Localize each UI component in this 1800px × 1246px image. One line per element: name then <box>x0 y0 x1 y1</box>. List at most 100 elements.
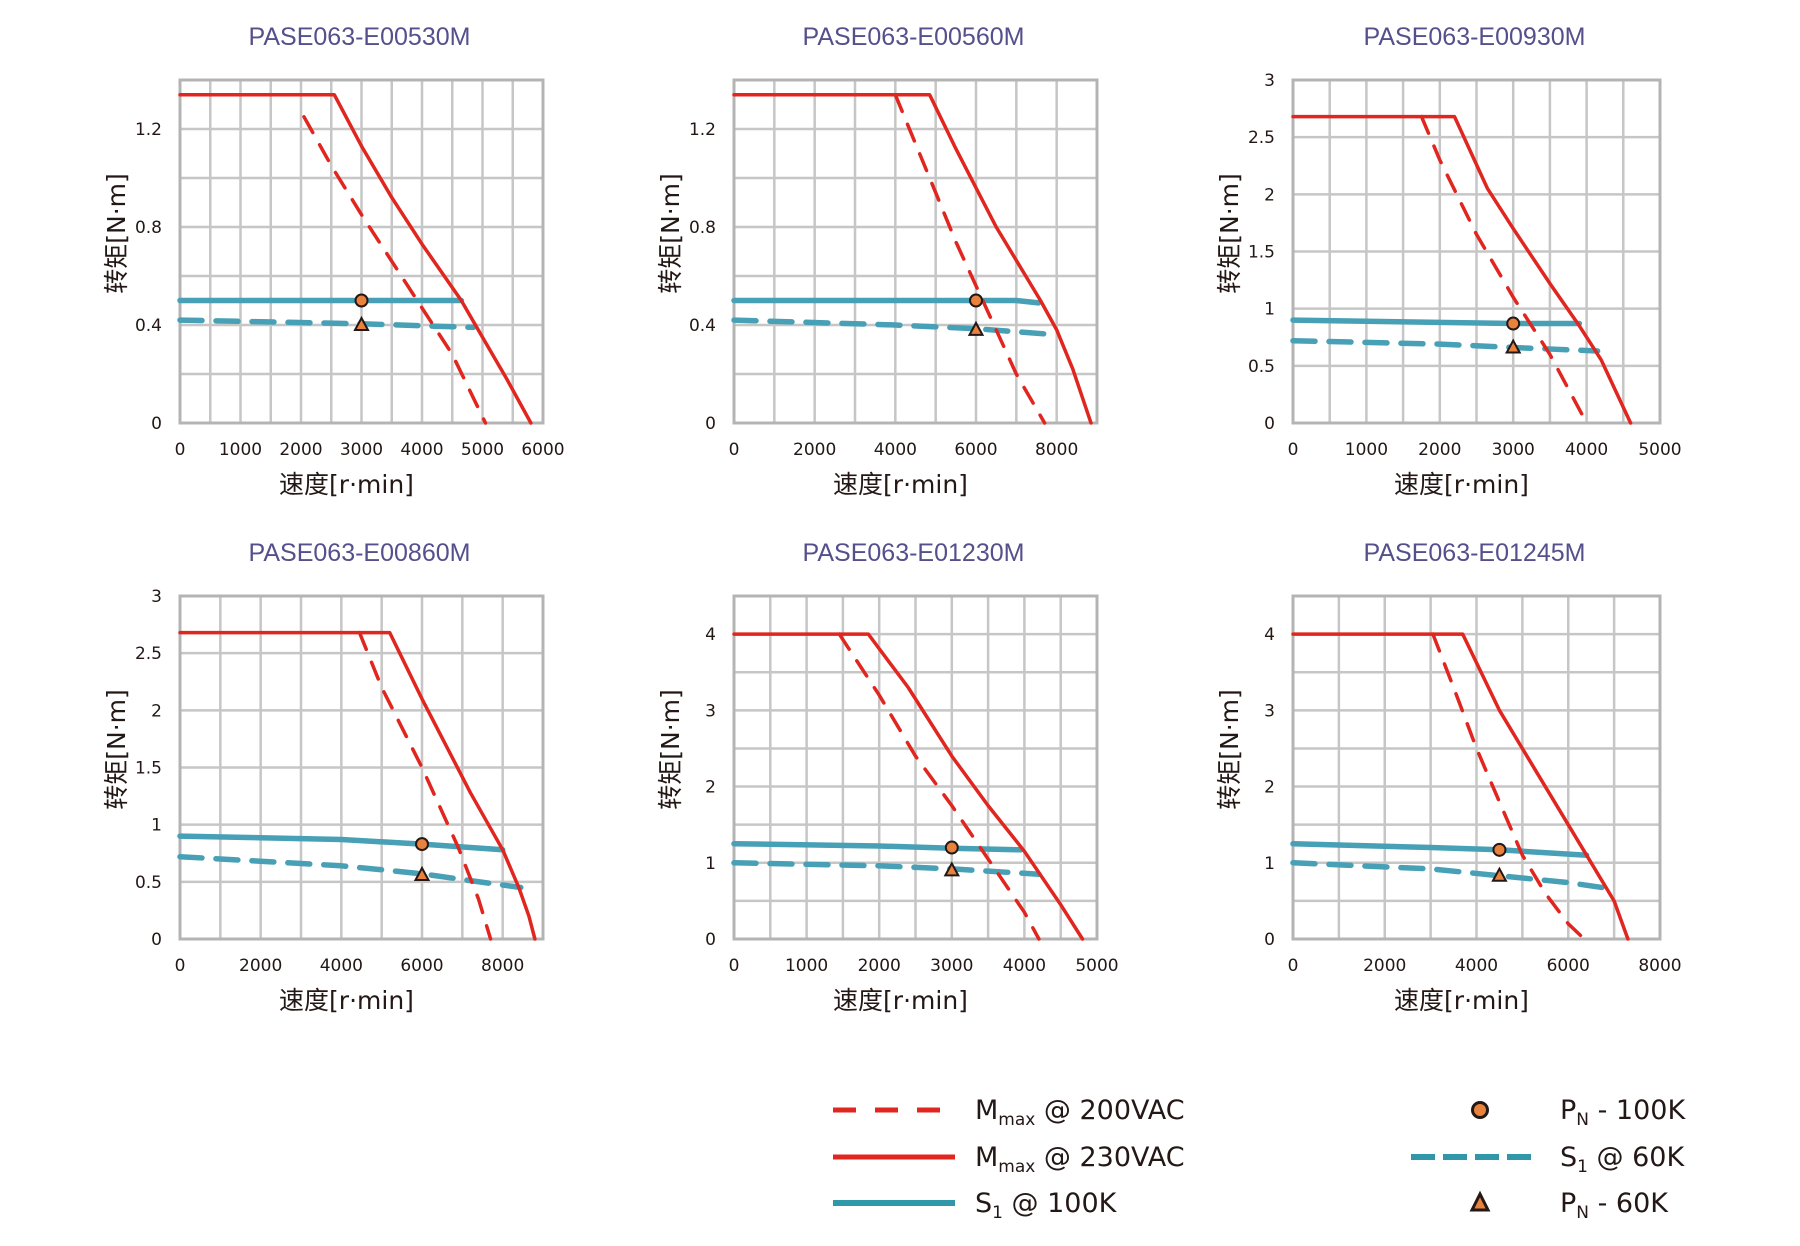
legend-label: S1 @ 100K <box>975 1188 1118 1223</box>
chart-title: PASE063-E00530M <box>249 23 471 51</box>
legend-label-subscript: max <box>998 1110 1035 1130</box>
x-tick-label: 8000 <box>481 956 524 976</box>
grid <box>180 596 543 939</box>
x-tick-label: 4000 <box>1565 440 1608 460</box>
legend-label-subscript: 1 <box>992 1203 1003 1223</box>
series-line-s1-100k <box>731 840 1024 853</box>
series-line-s1-100k <box>1290 840 1590 858</box>
legend-triangle-marker-icon <box>1469 1190 1491 1212</box>
pn-60k-marker <box>1491 866 1508 882</box>
y-tick-label: 0.4 <box>135 316 162 336</box>
y-tick-label: 2 <box>1264 185 1275 205</box>
y-tick-label: 2 <box>151 701 162 721</box>
series-line-mmax-200vac <box>893 92 1047 425</box>
legend-label: Mmax @ 230VAC <box>975 1142 1185 1177</box>
plot-frame <box>1291 78 1662 425</box>
legend-label: PN - 100K <box>1560 1095 1686 1130</box>
grid <box>180 80 543 423</box>
y-tick-label: 3 <box>1264 701 1275 721</box>
y-axis-label: 转矩[N·m] <box>656 689 685 810</box>
x-axis-label: 速度[r·min] <box>279 986 414 1015</box>
chart-title: PASE063-E00930M <box>1364 23 1586 51</box>
y-tick-label: 4 <box>1264 625 1275 645</box>
chart-title: PASE063-E01245M <box>1364 539 1586 567</box>
chart-title: PASE063-E00560M <box>803 23 1025 51</box>
x-tick-label: 2000 <box>279 440 322 460</box>
y-tick-label: 2.5 <box>1248 128 1275 148</box>
plot-frame <box>178 594 545 941</box>
y-tick-label: 1.5 <box>135 759 162 779</box>
y-tick-label: 1 <box>1264 300 1275 320</box>
grid <box>1293 80 1660 423</box>
x-tick-label: 0 <box>175 440 186 460</box>
y-tick-label: 1.5 <box>1248 243 1275 263</box>
series-line-s1-60k <box>1290 860 1608 891</box>
y-axis-label: 转矩[N·m] <box>656 173 685 294</box>
series-line-mmax-200vac <box>1419 114 1589 425</box>
y-tick-label: 1 <box>705 854 716 874</box>
chart-panel: PASE063-E00860M 0 2000 4000 6000 8000 0 0.5 1 1.5… <box>102 539 545 1015</box>
y-tick-label: 1.2 <box>689 120 716 140</box>
y-tick-label: 0 <box>705 930 716 950</box>
x-tick-label: 2000 <box>1418 440 1461 460</box>
legend-label: S1 @ 60K <box>1560 1142 1685 1177</box>
chart-panel: PASE063-E01245M 0 2000 4000 6000 8000 0 1 2 3 4 速度[… <box>1215 539 1682 1015</box>
chart-panel: PASE063-E00530M 0 1000 2000 3000 4000 5000 6000… <box>102 23 565 499</box>
y-tick-label: 0.8 <box>689 218 716 238</box>
legend-item-s1_60: S1 @ 60K <box>1411 1142 1685 1177</box>
legend-item-pn100: PN - 100K <box>1471 1095 1686 1130</box>
series-line-s1-100k <box>1290 317 1583 327</box>
x-tick-label: 0 <box>729 440 740 460</box>
series-line-mmax-230vac <box>178 92 533 425</box>
y-tick-label: 0 <box>1264 414 1275 434</box>
pn-100k-marker <box>1492 842 1507 857</box>
chart-panel: PASE063-E00560M 0 2000 4000 6000 8000 0 0.4 0.8 1… <box>656 23 1099 499</box>
series-line-mmax-230vac <box>1291 632 1630 941</box>
x-tick-label: 2000 <box>239 956 282 976</box>
series-line-s1-100k <box>177 833 506 853</box>
y-axis-label: 转矩[N·m] <box>102 173 131 294</box>
legend-label-rest: @ 100K <box>1003 1188 1118 1219</box>
y-axis-label: 转矩[N·m] <box>1215 689 1244 810</box>
y-tick-label: 0 <box>151 930 162 950</box>
x-tick-label: 6000 <box>1547 956 1590 976</box>
x-axis-label: 速度[r·min] <box>279 470 414 499</box>
legend-circle-marker-icon <box>1471 1101 1489 1119</box>
legend-label-rest: - 100K <box>1589 1095 1686 1126</box>
series-line-mmax-230vac <box>732 92 1093 425</box>
pn-100k-marker <box>944 840 959 855</box>
series-line-s1-60k <box>731 860 1042 877</box>
y-tick-label: 2 <box>705 778 716 798</box>
y-tick-label: 0 <box>705 414 716 434</box>
legend-item-s1_100: S1 @ 100K <box>833 1188 1118 1223</box>
series-line-mmax-200vac <box>302 115 488 425</box>
series-line-s1-60k <box>1290 337 1601 354</box>
y-tick-label: 2.5 <box>135 644 162 664</box>
y-tick-label: 1.2 <box>135 120 162 140</box>
series-line-mmax-230vac <box>732 632 1085 941</box>
legend-item-mmax230: Mmax @ 230VAC <box>833 1142 1185 1177</box>
legend-label-main: M <box>975 1095 998 1126</box>
x-tick-label: 4000 <box>1003 956 1046 976</box>
pn-60k-marker <box>1505 338 1522 354</box>
series-line-mmax-200vac <box>837 632 1041 941</box>
grid <box>734 596 1097 939</box>
x-tick-label: 6000 <box>521 440 564 460</box>
x-axis-label: 速度[r·min] <box>833 470 968 499</box>
legend-label-subscript: max <box>998 1157 1035 1177</box>
grid <box>1293 596 1660 939</box>
y-axis-label: 转矩[N·m] <box>1215 173 1244 294</box>
y-axis-label: 转矩[N·m] <box>102 689 131 810</box>
x-tick-label: 0 <box>1288 440 1299 460</box>
x-axis-label: 速度[r·min] <box>1394 986 1529 1015</box>
x-tick-label: 6000 <box>400 956 443 976</box>
x-tick-label: 5000 <box>1075 956 1118 976</box>
pn-100k-marker <box>354 293 369 308</box>
x-tick-label: 8000 <box>1638 956 1681 976</box>
series-line-mmax-200vac <box>357 630 493 941</box>
legend-label-main: P <box>1560 1095 1576 1126</box>
plot-frame <box>732 594 1099 941</box>
series-line-mmax-200vac <box>1431 632 1587 941</box>
y-tick-label: 3 <box>151 587 162 607</box>
